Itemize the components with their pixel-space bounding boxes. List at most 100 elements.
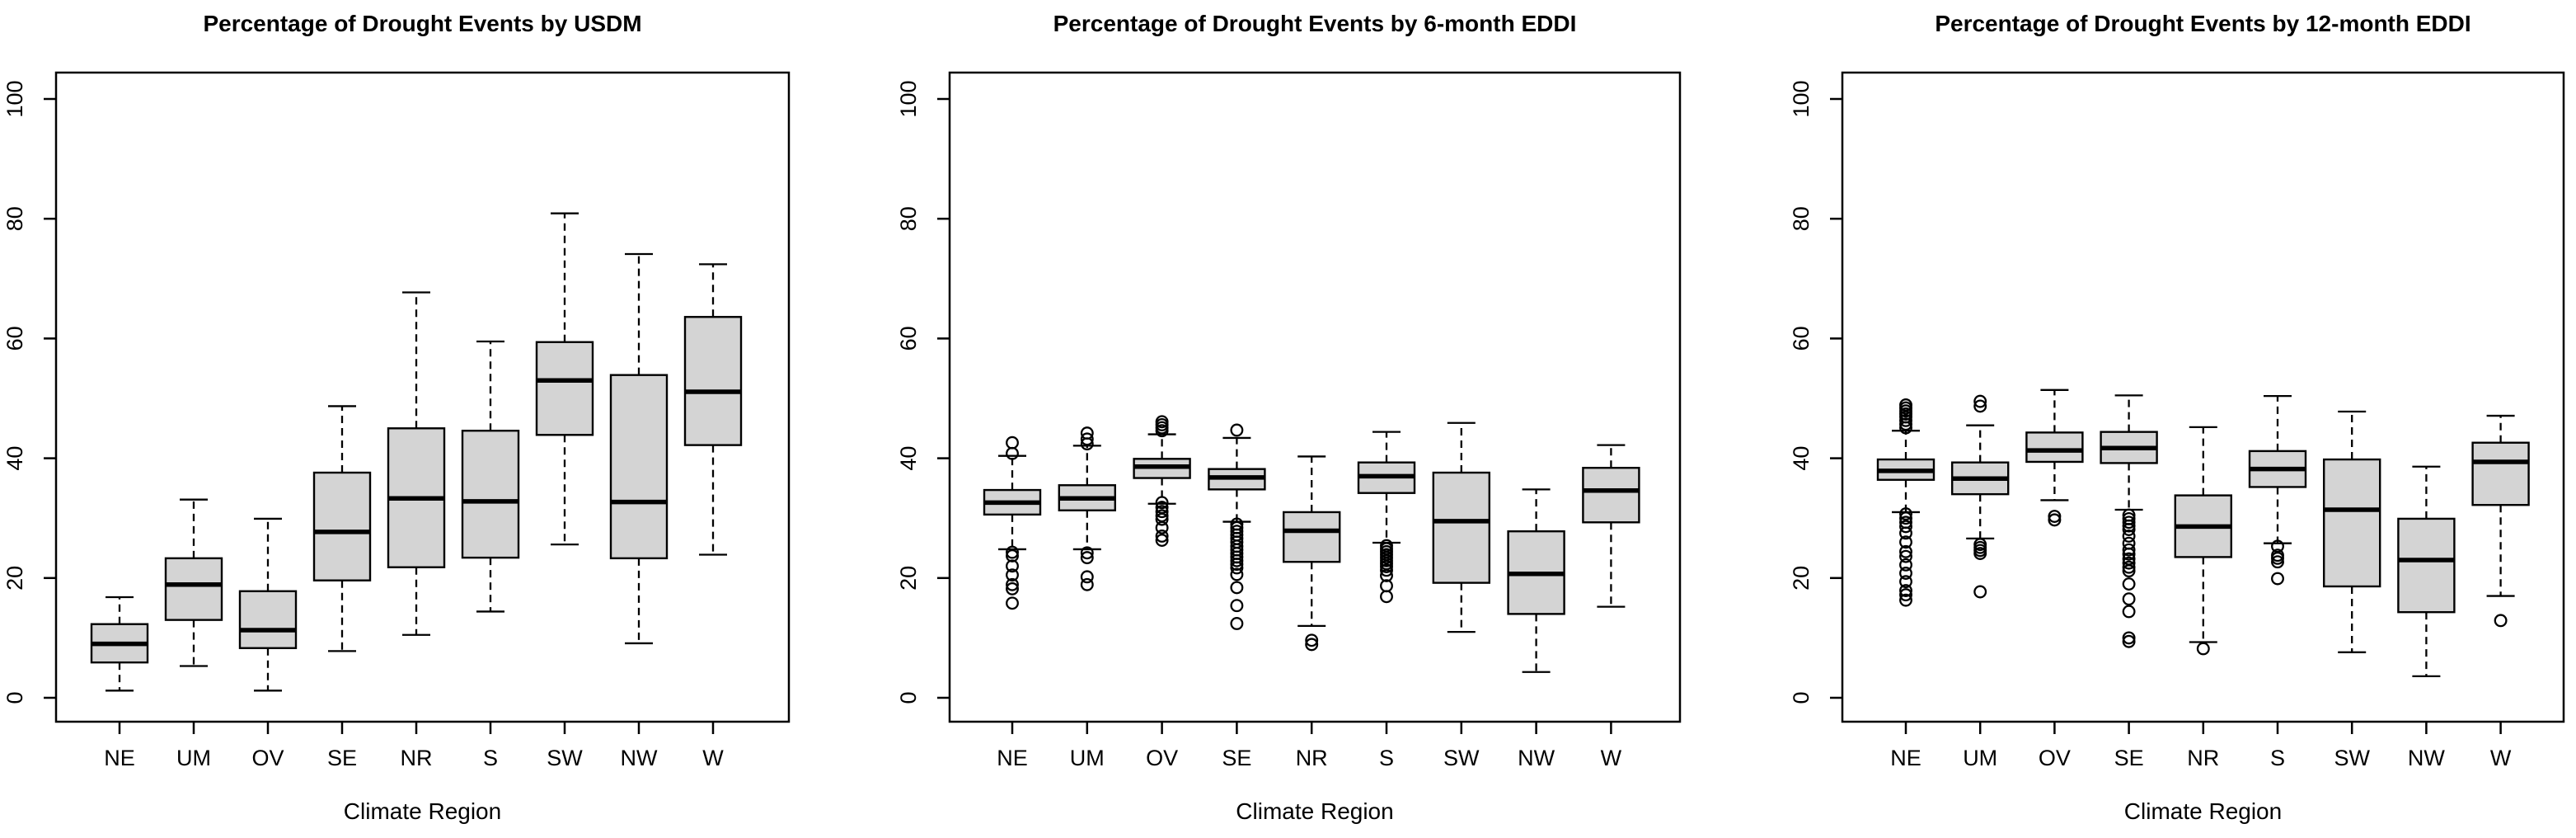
outlier-point <box>1899 417 1912 431</box>
outlier-point <box>1899 413 1912 427</box>
outlier-point <box>1899 511 1912 525</box>
x-tick-label-NE: NE <box>1890 746 1921 770</box>
outlier-point <box>1899 421 1912 435</box>
panel-eddi6: Percentage of Drought Events by 6-month … <box>896 11 1682 824</box>
y-tick-label: 80 <box>896 206 921 231</box>
outlier-point <box>1080 570 1094 584</box>
iqr-box <box>609 374 669 560</box>
outlier-point <box>1080 437 1094 451</box>
x-tick-label-UM: UM <box>176 746 211 770</box>
panel-usdm: Percentage of Drought Events by USDM 0 20 4… <box>2 11 791 824</box>
box-eddi12-SE <box>2100 394 2158 648</box>
outlier-point <box>1230 567 1244 581</box>
outlier-point <box>2271 555 2284 569</box>
outlier-point <box>1380 560 1393 573</box>
outlier-point <box>2122 564 2136 578</box>
outlier-point <box>1155 520 1169 534</box>
y-tick-label: 0 <box>2 691 27 704</box>
box-usdm-UM <box>164 498 223 667</box>
outlier-point <box>1305 633 1319 647</box>
x-tick-label-W: W <box>1601 746 1622 770</box>
outlier-point <box>1380 563 1393 577</box>
outlier-point <box>1006 559 1019 573</box>
x-tick-label-NW: NW <box>1518 746 1555 770</box>
y-tick-label: 40 <box>1789 446 1814 471</box>
outlier-point <box>1155 534 1169 548</box>
y-tick-label: 100 <box>2 80 27 117</box>
box-eddi12-UM <box>1950 394 2010 599</box>
outlier-point <box>1230 599 1244 613</box>
box-eddi12-NW <box>2397 465 2456 678</box>
box-usdm-S <box>461 340 520 613</box>
outlier-point <box>1230 581 1244 595</box>
outlier-point <box>1155 530 1169 543</box>
outlier-point <box>1899 549 1912 563</box>
x-axis-label: Climate Region <box>1236 798 1393 824</box>
box-eddi6-SE <box>1208 423 1266 630</box>
iqr-box <box>2471 441 2530 506</box>
outlier-point <box>1230 617 1244 630</box>
box-eddi6-S <box>1357 431 1416 604</box>
panel-eddi12: Percentage of Drought Events by 12-month… <box>1789 11 2565 824</box>
plot-frame <box>948 71 1682 723</box>
box-usdm-NR <box>387 291 446 636</box>
iqr-box <box>164 557 223 621</box>
outlier-point <box>1380 568 1393 582</box>
x-tick-label-NR: NR <box>401 746 433 770</box>
box-eddi12-NE <box>1876 398 1936 607</box>
outlier-point <box>1080 551 1094 565</box>
iqr-box <box>238 590 298 649</box>
x-tick-label-SE: SE <box>2114 746 2144 770</box>
outlier-point <box>2122 519 2136 533</box>
iqr-box <box>1432 471 1491 584</box>
outlier-point <box>1380 590 1393 604</box>
outlier-point <box>1899 526 1912 540</box>
outlier-point <box>2048 510 2062 523</box>
box-usdm-NW <box>609 252 669 645</box>
box-eddi6-OV <box>1133 415 1191 548</box>
outlier-point <box>1006 545 1019 559</box>
outlier-point <box>1899 520 1912 534</box>
x-tick-label-SW: SW <box>1443 746 1480 770</box>
y-tick-label: 80 <box>1789 206 1814 231</box>
iqr-box <box>461 430 520 559</box>
outlier-point <box>1230 561 1244 575</box>
x-tick-label-NW: NW <box>621 746 658 770</box>
y-tick-label: 80 <box>2 206 27 231</box>
iqr-box <box>683 316 743 446</box>
box-usdm-SE <box>312 405 372 652</box>
outlier-point <box>1899 558 1912 572</box>
outlier-point <box>2271 551 2284 565</box>
outlier-point <box>1230 553 1244 567</box>
outlier-point <box>1006 446 1019 460</box>
y-tick-label: 60 <box>896 326 921 351</box>
x-tick-label-OV: OV <box>1146 746 1178 770</box>
outlier-point <box>1899 575 1912 589</box>
x-tick-label-NR: NR <box>2187 746 2219 770</box>
x-tick-label-S: S <box>2270 746 2285 770</box>
x-tick-label-NR: NR <box>1296 746 1328 770</box>
outlier-point <box>2122 634 2136 648</box>
y-tick-label: 60 <box>2 326 27 351</box>
x-tick-label-OV: OV <box>251 746 284 770</box>
x-axis-label: Climate Region <box>344 798 501 824</box>
outlier-point <box>1973 547 1987 560</box>
outlier-point <box>1899 593 1912 607</box>
y-tick-label: 40 <box>896 446 921 471</box>
panel-title-eddi6: Percentage of Drought Events by 6-month … <box>1053 11 1577 36</box>
outlier-point <box>1080 546 1094 560</box>
box-eddi12-W <box>2471 414 2530 628</box>
outlier-point <box>1230 423 1244 437</box>
x-tick-label-S: S <box>483 746 498 770</box>
outlier-point <box>1230 558 1244 572</box>
outlier-point <box>2122 523 2136 536</box>
x-tick-label-NW: NW <box>2408 746 2445 770</box>
box-usdm-OV <box>238 517 298 692</box>
box-eddi12-SW <box>2322 410 2381 653</box>
x-tick-label-W: W <box>2490 746 2512 770</box>
outlier-point <box>1973 399 1987 413</box>
iqr-box <box>2322 458 2381 588</box>
outlier-point <box>2122 516 2136 530</box>
